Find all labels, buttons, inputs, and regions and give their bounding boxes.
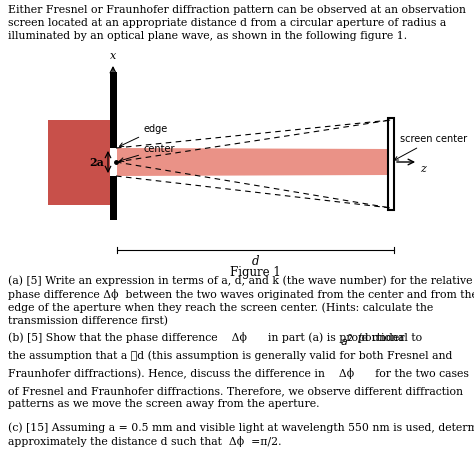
Bar <box>48 120 110 205</box>
Text: (c) [15] Assuming a = 0.5 mm and visible light at wavelength 550 nm is used, det: (c) [15] Assuming a = 0.5 mm and visible… <box>8 422 474 447</box>
Text: center: center <box>120 144 175 162</box>
Text: Either Fresnel or Fraunhofer diffraction pattern can be observed at an observati: Either Fresnel or Fraunhofer diffraction… <box>8 5 466 41</box>
Text: z: z <box>420 164 426 174</box>
Text: Fraunhofer diffractions). Hence, discuss the difference in    Δϕ      for the tw: Fraunhofer diffractions). Hence, discuss… <box>8 368 469 379</box>
Text: d: d <box>252 255 259 268</box>
Text: $a^{2}$: $a^{2}$ <box>340 332 353 349</box>
Text: (a) [5] Write an expression in terms of a, d, and k (the wave number) for the re: (a) [5] Write an expression in terms of … <box>8 275 474 327</box>
Bar <box>110 72 117 148</box>
Text: edge: edge <box>119 124 168 146</box>
Text: the assumption that a ≬d (this assumption is generally valid for both Fresnel an: the assumption that a ≬d (this assumptio… <box>8 350 452 361</box>
Text: Figure 1: Figure 1 <box>230 266 281 279</box>
Text: screen center: screen center <box>394 134 467 160</box>
Text: (b) [5] Show that the phase difference    Δϕ      in part (a) is proportional to: (b) [5] Show that the phase difference Δ… <box>8 332 429 343</box>
Bar <box>110 176 117 220</box>
Text: x: x <box>110 51 116 61</box>
Text: 2a: 2a <box>89 156 104 168</box>
Text: of Fresnel and Fraunhofer diffractions. Therefore, we observe different diffract: of Fresnel and Fraunhofer diffractions. … <box>8 386 463 409</box>
Text: /d under: /d under <box>358 332 404 342</box>
Bar <box>388 118 394 210</box>
Polygon shape <box>117 148 388 176</box>
